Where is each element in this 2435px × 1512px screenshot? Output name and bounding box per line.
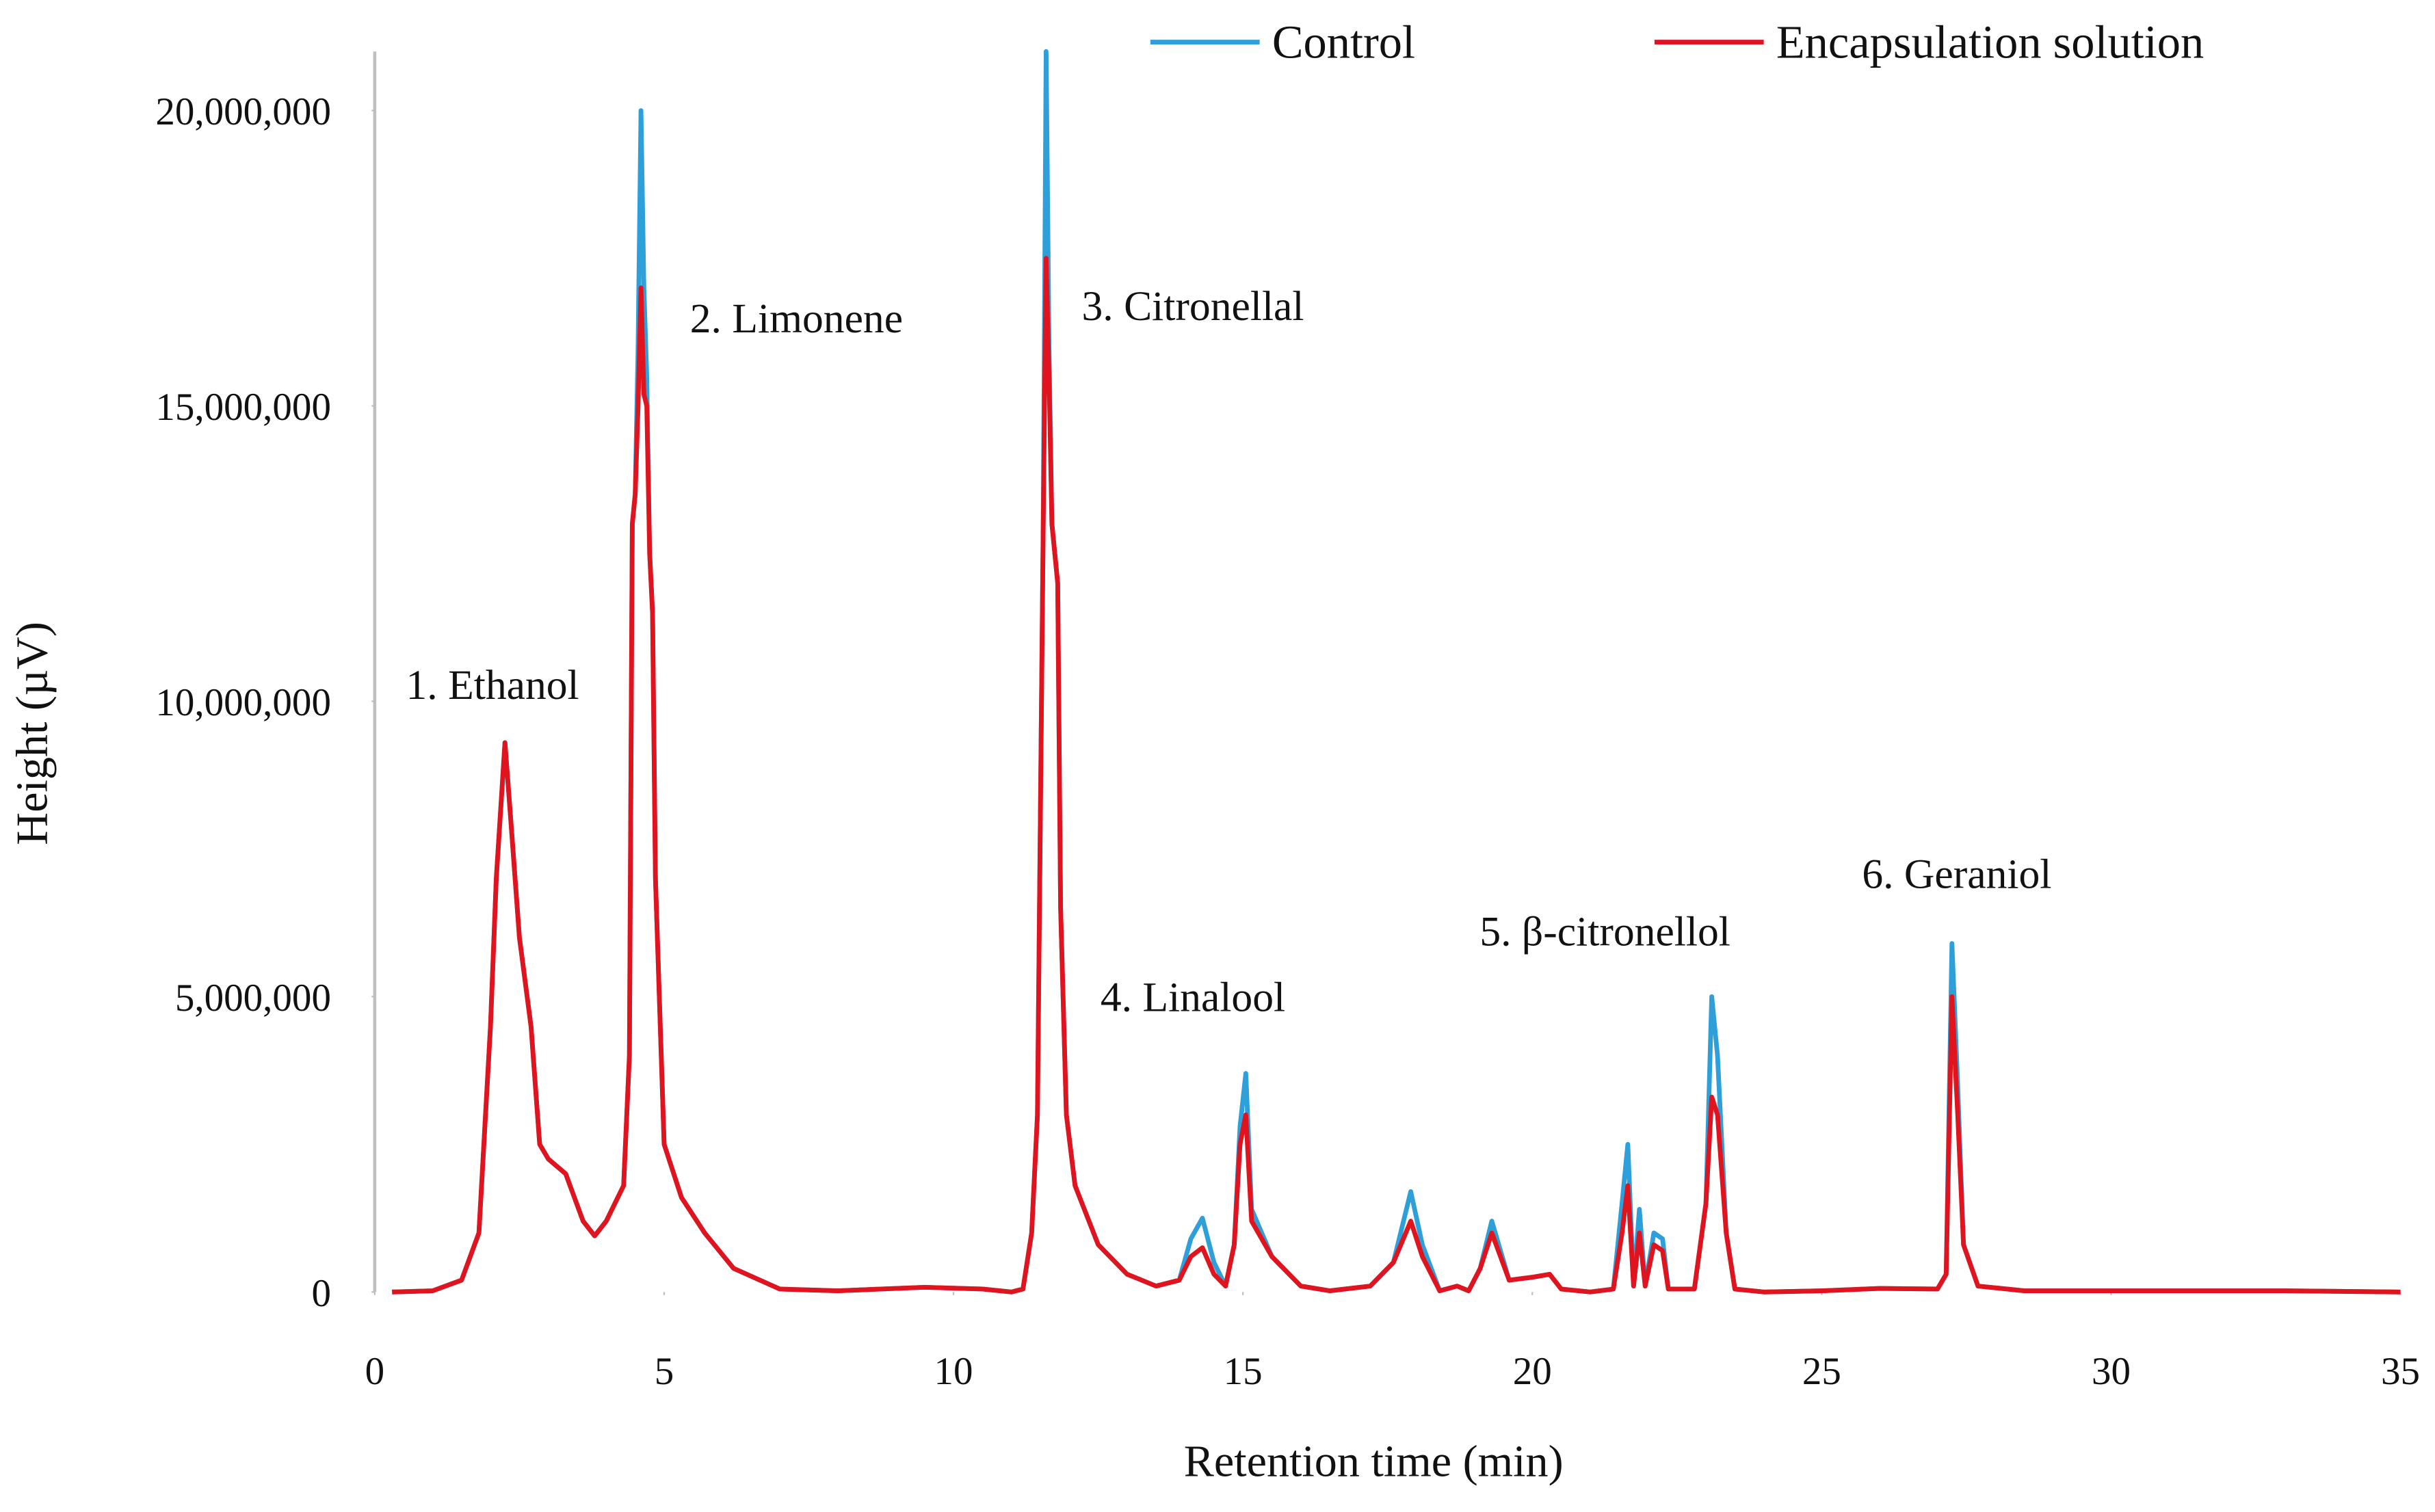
- y-tick-label: 0: [311, 1272, 331, 1315]
- y-tick-label: 10,000,000: [155, 681, 331, 724]
- legend-label: Encapsulation solution: [1776, 16, 2204, 68]
- peak-annotation: 2. Limonene: [690, 295, 903, 342]
- y-axis-title: Height (µV): [8, 622, 57, 845]
- x-tick-label: 15: [1224, 1350, 1263, 1393]
- x-tick-label: 5: [655, 1350, 674, 1393]
- y-tick-label: 5,000,000: [175, 977, 331, 1020]
- peak-annotation: 3. Citronellal: [1081, 283, 1304, 330]
- y-tick-label: 15,000,000: [155, 386, 331, 429]
- peak-annotation: 5. β-citronellol: [1479, 909, 1730, 955]
- x-tick-label: 25: [1802, 1350, 1841, 1393]
- legend-label: Control: [1272, 16, 1415, 68]
- x-tick-label: 20: [1513, 1350, 1552, 1393]
- x-tick-label: 10: [934, 1350, 973, 1393]
- series-line: [392, 49, 2401, 1295]
- x-tick-label: 30: [2092, 1350, 2131, 1393]
- peak-annotation: 4. Linalool: [1101, 974, 1285, 1021]
- x-tick-label: 35: [2381, 1350, 2420, 1393]
- peak-annotation: 1. Ethanol: [406, 662, 579, 708]
- x-axis-title: Retention time (min): [1184, 1437, 1564, 1487]
- series-line: [392, 256, 2401, 1295]
- x-tick-label: 0: [365, 1350, 385, 1393]
- y-tick-label: 20,000,000: [155, 90, 331, 133]
- peak-annotation: 6. Geraniol: [1862, 851, 2051, 897]
